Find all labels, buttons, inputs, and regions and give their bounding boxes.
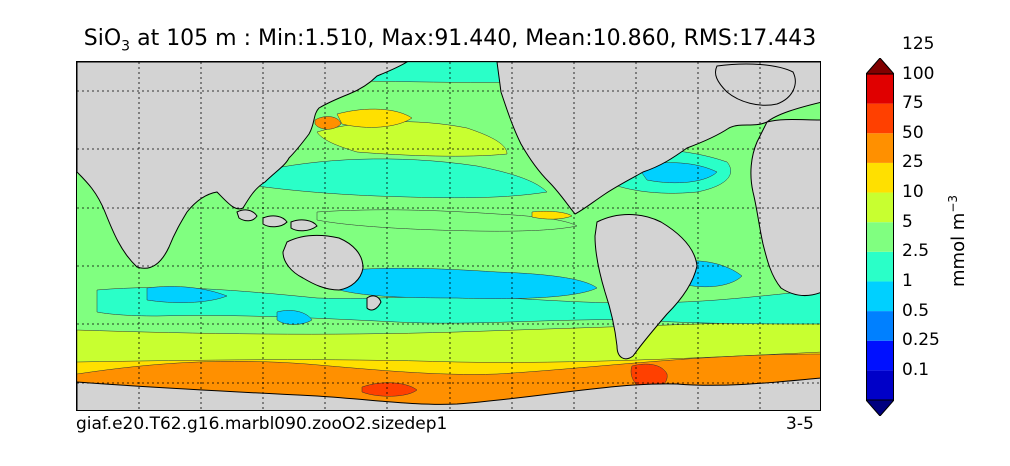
unit-prefix: mmol m [948, 212, 969, 287]
colorbar-bin [866, 251, 894, 282]
unit-exponent: −3 [946, 194, 960, 213]
colorbar-bin [866, 311, 894, 341]
land-new-zealand [366, 295, 382, 311]
colorbar [866, 58, 894, 416]
colorbar-tick-label: 1 [902, 270, 913, 291]
land-indonesia [236, 209, 318, 232]
colorbar-tick-label: 100 [902, 63, 935, 84]
colorbar-tick-label: 2.5 [902, 241, 930, 262]
colorbar-tick-label: 50 [902, 122, 924, 143]
contour-25-50-north-pacific [336, 108, 413, 128]
colorbar-bin [866, 133, 894, 163]
colorbar-bin [866, 103, 894, 134]
colorbar-tick-label: 0.25 [902, 330, 940, 351]
map-title: SiO3 at 105 m : Min:1.510, Max:91.440, M… [0, 26, 900, 54]
colorbar-tick-label: 0.5 [902, 300, 930, 321]
contour-50-75-okhotsk [314, 116, 342, 130]
contour-1-2.5-indian [146, 286, 228, 303]
colorbar-extend-high [866, 58, 894, 75]
colorbar-bin [866, 370, 894, 400]
title-variable-subscript: 3 [121, 38, 131, 55]
colorbar-tick-label: 5 [902, 211, 913, 232]
land-australia [282, 234, 364, 291]
contour-2.5-5-north-pacific [256, 158, 548, 199]
contour-5-10-equatorial [316, 209, 578, 232]
land-south-america [594, 214, 698, 360]
colorbar-frame [866, 73, 894, 401]
colorbar-extend-low [866, 399, 894, 416]
map-panel [76, 61, 821, 411]
colorbar-bin [866, 192, 894, 223]
colorbar-tick-label: 10 [902, 182, 924, 203]
contour-75-100-south [361, 382, 418, 397]
colorbar-bin [866, 222, 894, 252]
case-name: giaf.e20.T62.g16.marbl090.zooO2.sizedep1 [76, 414, 448, 434]
contour-1-2.5-tasman [276, 310, 313, 325]
ocean-field-map [77, 62, 820, 410]
year-range: 3-5 [786, 414, 814, 434]
colorbar-tick-label: 125 [902, 33, 935, 54]
map-gridlines [77, 62, 820, 410]
contour-1-2.5-south-pacific [331, 267, 598, 299]
land-greenland [714, 63, 796, 106]
colorbar-bin [866, 340, 894, 371]
colorbar-tick-label: 75 [902, 93, 924, 114]
colorbar-unit-label: mmol m−3 [946, 195, 969, 287]
colorbar-tick-label: 25 [902, 152, 924, 173]
colorbar-bin [866, 162, 894, 193]
title-stats: at 105 m : Min:1.510, Max:91.440, Mean:1… [130, 26, 817, 51]
colorbar-tick-label: 0.1 [902, 359, 930, 380]
colorbar-bin [866, 281, 894, 312]
contour-25-50-equatorial [531, 210, 573, 220]
land-africa-europe [750, 119, 820, 296]
colorbar-bin [866, 74, 894, 104]
land-eurasia-africa [77, 62, 408, 269]
title-variable: SiO [83, 26, 122, 51]
